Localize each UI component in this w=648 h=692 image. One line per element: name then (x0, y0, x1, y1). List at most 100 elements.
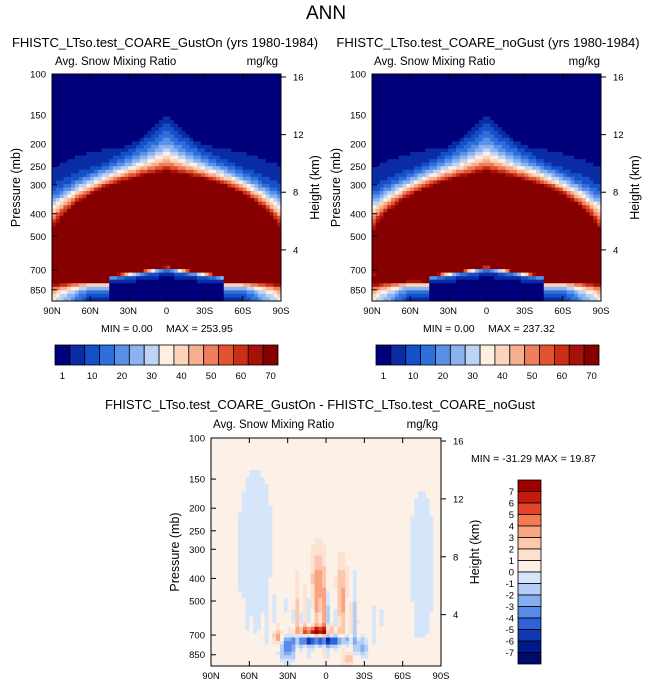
heatmap-cell (128, 84, 133, 89)
heatmap-cell (74, 81, 80, 86)
heatmap-cell (204, 272, 209, 277)
heatmap-cell (254, 230, 259, 235)
heatmap-cell (174, 152, 179, 156)
heatmap-cell (166, 176, 171, 181)
heatmap-cell (387, 127, 392, 132)
heatmap-cell (261, 102, 267, 107)
heatmap-cell (208, 162, 213, 167)
heatmap-cell (52, 176, 57, 181)
heatmap-cell (151, 279, 156, 284)
heatmap-cell (90, 276, 95, 281)
heatmap-cell (52, 88, 57, 93)
heatmap-cell (559, 120, 564, 125)
heatmap-cell (269, 237, 274, 242)
heatmap-cell (494, 120, 499, 125)
heatmap-cell (151, 144, 156, 149)
heatmap-cell (219, 98, 225, 103)
heatmap-cell (135, 74, 141, 78)
heatmap-cell (597, 105, 602, 110)
heatmap-cell (505, 105, 510, 110)
heatmap-cell (135, 130, 141, 135)
heatmap-cell (223, 173, 228, 178)
heatmap-cell (231, 233, 236, 238)
heatmap-cell (90, 159, 95, 164)
heatmap-cell (143, 258, 148, 263)
heatmap-cell (55, 98, 61, 103)
heatmap-cell (59, 130, 64, 135)
heatmap-cell (113, 148, 118, 153)
heatmap-cell (597, 74, 602, 78)
heatmap-cell (208, 180, 213, 185)
heatmap-cell (101, 127, 106, 132)
heatmap-cell (219, 183, 225, 188)
heatmap-cell (219, 276, 225, 281)
heatmap-cell (170, 183, 175, 188)
heatmap-cell (197, 283, 202, 288)
heatmap-cell (227, 254, 232, 259)
heatmap-cell (216, 269, 221, 274)
heatmap-cell (132, 279, 137, 284)
heatmap-cell (398, 109, 403, 114)
heatmap-cell (261, 81, 267, 86)
heatmap-cell (265, 102, 270, 107)
heatmap-cell (212, 113, 217, 117)
heatmap-cell (269, 162, 274, 167)
heatmap-cell (277, 286, 282, 291)
heatmap-cell (559, 98, 564, 103)
heatmap-cell (166, 272, 171, 277)
heatmap-cell (212, 74, 217, 78)
heatmap-cell (227, 162, 232, 167)
heatmap-cell (417, 120, 423, 125)
heatmap-cell (55, 152, 61, 156)
heatmap-cell (197, 127, 202, 132)
heatmap-cell (166, 205, 171, 210)
heatmap-cell (574, 127, 579, 132)
heatmap-cell (269, 293, 274, 298)
heatmap-cell (433, 95, 438, 100)
heatmap-cell (170, 261, 175, 266)
heatmap-cell (139, 198, 144, 203)
heatmap-cell (452, 102, 457, 107)
heatmap-cell (124, 95, 129, 100)
heatmap-cell (177, 237, 183, 242)
heatmap-cell (147, 230, 152, 235)
heatmap-cell (227, 180, 232, 185)
heatmap-cell (258, 261, 263, 266)
heatmap-cell (90, 84, 95, 89)
heatmap-cell (189, 88, 194, 93)
heatmap-cell (208, 95, 213, 100)
heatmap-cell (254, 95, 259, 100)
heatmap-cell (223, 105, 228, 110)
heatmap-cell (197, 208, 202, 213)
heatmap-cell (239, 166, 244, 171)
heatmap-cell (86, 91, 91, 96)
heatmap-cell (250, 290, 255, 295)
heatmap-cell (90, 183, 95, 188)
heatmap-cell (574, 77, 579, 82)
heatmap-cell (63, 148, 68, 153)
heatmap-cell (375, 77, 381, 82)
heatmap-cell (277, 194, 282, 199)
heatmap-cell (155, 187, 160, 192)
heatmap-cell (261, 201, 267, 206)
heatmap-cell (124, 166, 129, 171)
heatmap-cell (197, 148, 202, 153)
heatmap-cell (277, 98, 282, 103)
heatmap-cell (223, 198, 228, 203)
heatmap-cell (113, 258, 118, 263)
heatmap-cell (71, 180, 76, 185)
heatmap-cell (394, 120, 400, 125)
heatmap-cell (113, 219, 118, 224)
heatmap-cell (151, 187, 156, 192)
heatmap-cell (239, 279, 244, 284)
heatmap-cell (448, 74, 453, 78)
heatmap-cell (124, 162, 129, 167)
heatmap-cell (208, 173, 213, 178)
heatmap-cell (158, 113, 164, 117)
heatmap-cell (216, 283, 221, 288)
heatmap-cell (227, 183, 232, 188)
heatmap-cell (139, 148, 144, 153)
heatmap-cell (139, 222, 144, 227)
heatmap-cell (273, 127, 278, 132)
heatmap-cell (239, 187, 244, 192)
